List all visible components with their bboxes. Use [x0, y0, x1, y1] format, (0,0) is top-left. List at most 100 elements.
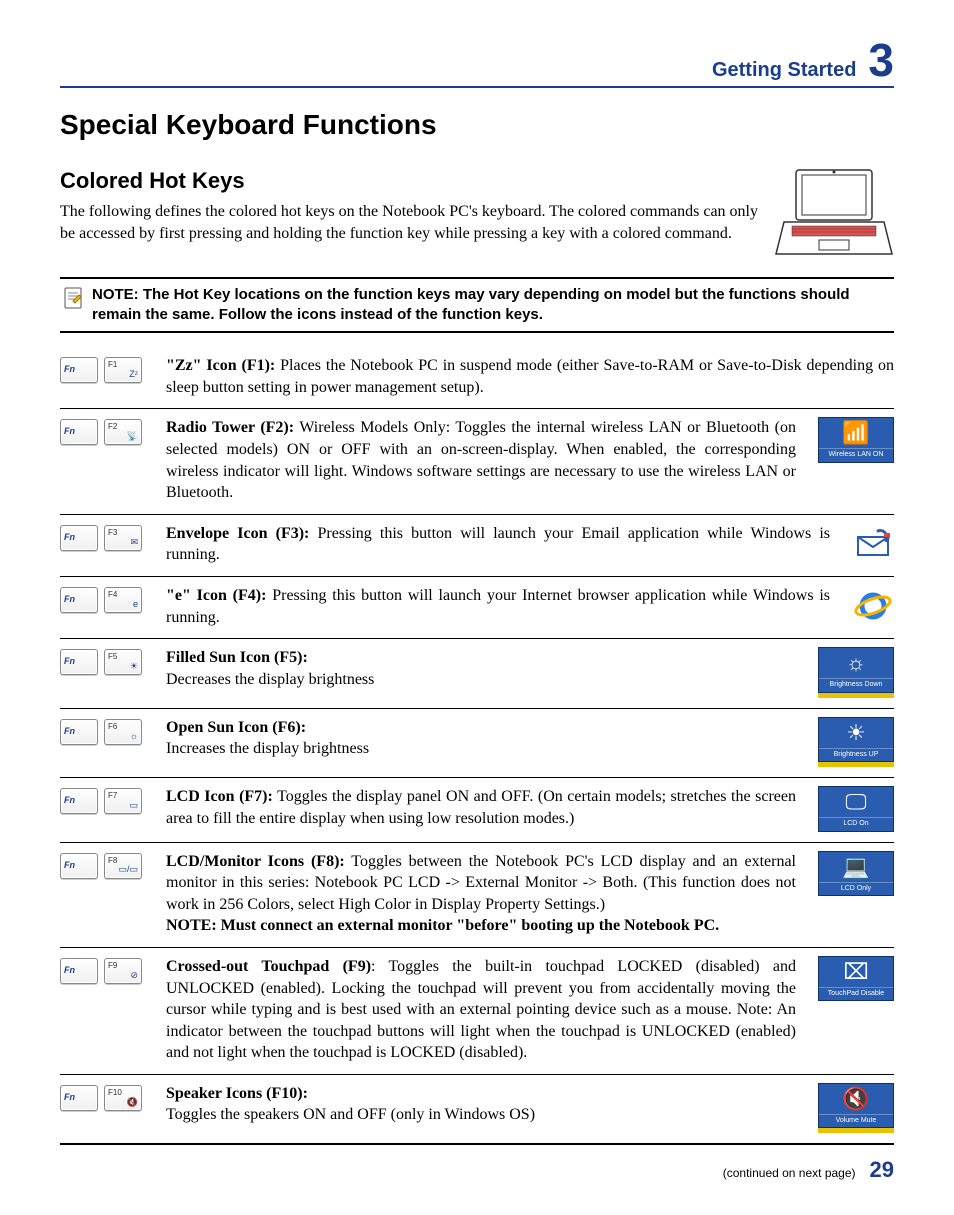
- hotkey-row: FnF9⊘ Crossed-out Touchpad (F9): Toggles …: [60, 948, 894, 1075]
- function-key-icon: F3✉: [104, 525, 142, 551]
- osd-progress-bar: [818, 762, 894, 767]
- function-key-icon: F1Zᶻ: [104, 357, 142, 383]
- osd-caption: TouchPad Disable: [819, 987, 893, 1000]
- function-key-icon: F8▭/▭: [104, 853, 142, 879]
- page-title: Special Keyboard Functions: [60, 106, 894, 144]
- section-title: Getting Started: [712, 57, 856, 84]
- hotkey-title: Envelope Icon (F3):: [166, 525, 309, 542]
- hotkey-title: "e" Icon (F4):: [166, 587, 266, 604]
- osd-caption: Wireless LAN ON: [819, 448, 893, 461]
- page-number: 29: [870, 1155, 894, 1185]
- fn-key-icon: Fn: [60, 788, 98, 814]
- osd-badge: 🔇Volume Mute: [818, 1083, 894, 1133]
- note-icon: [64, 287, 82, 309]
- continued-text: (continued on next page): [723, 1165, 856, 1181]
- hotkey-extra-note: NOTE: Must connect an external monitor "…: [166, 915, 796, 937]
- hotkey-title: LCD Icon (F7):: [166, 788, 273, 805]
- osd-badge: 🖵LCD On: [818, 786, 894, 831]
- osd-caption: LCD Only: [819, 882, 893, 895]
- note-box: NOTE: The Hot Key locations on the funct…: [60, 277, 894, 334]
- key-pair: FnF7▭: [60, 786, 152, 814]
- hotkey-row: FnF3✉ Envelope Icon (F3): Pressing this b…: [60, 515, 894, 577]
- hotkey-body: Decreases the display brightness: [166, 671, 374, 688]
- page-header: Getting Started 3: [60, 40, 894, 88]
- osd-glyph-icon: 💻: [819, 852, 893, 882]
- note-text: NOTE: The Hot Key locations on the funct…: [92, 285, 890, 326]
- fn-key-icon: Fn: [60, 357, 98, 383]
- osd-glyph-icon: 📶: [819, 418, 893, 448]
- key-pair: FnF1Zᶻ: [60, 355, 152, 383]
- key-pair: FnF4e: [60, 585, 152, 613]
- osd-caption: Volume Mute: [819, 1114, 893, 1127]
- page-footer: (continued on next page) 29: [60, 1155, 894, 1185]
- key-pair: FnF3✉: [60, 523, 152, 551]
- osd-glyph-icon: 🖵: [819, 787, 893, 817]
- hotkey-row: FnF2📡 Radio Tower (F2): Wireless Models O…: [60, 409, 894, 514]
- osd-badge: ☀Brightness UP: [818, 717, 894, 767]
- fn-key-icon: Fn: [60, 958, 98, 984]
- key-pair: FnF8▭/▭: [60, 851, 152, 879]
- hotkey-description: "Zz" Icon (F1): Places the Notebook PC i…: [166, 355, 894, 398]
- hotkey-body: Places the Notebook PC in suspend mode (…: [166, 357, 894, 396]
- osd-badge: 💻LCD Only: [818, 851, 894, 896]
- fn-key-icon: Fn: [60, 525, 98, 551]
- hotkey-description: LCD/Monitor Icons (F8): Toggles between …: [166, 851, 796, 937]
- hotkey-row: FnF1Zᶻ "Zz" Icon (F1): Places the Noteboo…: [60, 347, 894, 409]
- hotkey-description: Filled Sun Icon (F5): Decreases the disp…: [166, 647, 796, 690]
- key-pair: FnF2📡: [60, 417, 152, 445]
- function-key-icon: F7▭: [104, 788, 142, 814]
- hotkey-description: Envelope Icon (F3): Pressing this button…: [166, 523, 830, 566]
- fn-key-icon: Fn: [60, 853, 98, 879]
- hotkey-title: "Zz" Icon (F1):: [166, 357, 275, 374]
- laptop-illustration: [774, 166, 894, 261]
- hotkey-title: Crossed-out Touchpad (F9): [166, 958, 371, 975]
- hotkey-row: FnF10🔇 Speaker Icons (F10): Toggles the s…: [60, 1075, 894, 1145]
- key-pair: FnF9⊘: [60, 956, 152, 984]
- fn-key-icon: Fn: [60, 719, 98, 745]
- hotkey-body: Pressing this button will launch your In…: [166, 587, 830, 626]
- hotkey-row: FnF6☼ Open Sun Icon (F6): Increases the d…: [60, 709, 894, 778]
- fn-key-icon: Fn: [60, 649, 98, 675]
- hotkey-title: Radio Tower (F2):: [166, 419, 294, 436]
- hotkey-description: Radio Tower (F2): Wireless Models Only: …: [166, 417, 796, 503]
- osd-caption: Brightness UP: [819, 748, 893, 761]
- function-key-icon: F2📡: [104, 419, 142, 445]
- chapter-number: 3: [868, 40, 894, 81]
- hotkey-row: FnF7▭ LCD Icon (F7): Toggles the display …: [60, 778, 894, 842]
- hotkey-row: FnF8▭/▭ LCD/Monitor Icons (F8): Toggles b…: [60, 843, 894, 948]
- ie-app-icon: [852, 585, 894, 627]
- hotkey-body: Toggles the speakers ON and OFF (only in…: [166, 1106, 535, 1123]
- hotkey-title: LCD/Monitor Icons (F8):: [166, 853, 345, 870]
- hotkey-description: LCD Icon (F7): Toggles the display panel…: [166, 786, 796, 829]
- osd-glyph-icon: ☼: [819, 648, 893, 678]
- hotkey-description: Speaker Icons (F10): Toggles the speaker…: [166, 1083, 796, 1126]
- hotkey-title: Speaker Icons (F10):: [166, 1085, 308, 1102]
- osd-caption: Brightness Down: [819, 678, 893, 691]
- function-key-icon: F6☼: [104, 719, 142, 745]
- osd-badge: 📶Wireless LAN ON: [818, 417, 894, 462]
- hotkey-title: Open Sun Icon (F6):: [166, 719, 306, 736]
- fn-key-icon: Fn: [60, 419, 98, 445]
- hotkey-row: FnF5☀ Filled Sun Icon (F5): Decreases the…: [60, 639, 894, 708]
- key-pair: FnF5☀: [60, 647, 152, 675]
- osd-progress-bar: [818, 693, 894, 698]
- key-pair: FnF6☼: [60, 717, 152, 745]
- subsection-title: Colored Hot Keys: [60, 166, 758, 196]
- osd-caption: LCD On: [819, 817, 893, 830]
- email-app-icon: [852, 523, 894, 565]
- fn-key-icon: Fn: [60, 1085, 98, 1111]
- hotkey-description: Crossed-out Touchpad (F9): Toggles the b…: [166, 956, 796, 1064]
- osd-badge: ⌧TouchPad Disable: [818, 956, 894, 1001]
- osd-glyph-icon: ⌧: [819, 957, 893, 987]
- osd-glyph-icon: ☀: [819, 718, 893, 748]
- osd-badge: ☼Brightness Down: [818, 647, 894, 697]
- function-key-icon: F9⊘: [104, 958, 142, 984]
- hotkey-row: FnF4e "e" Icon (F4): Pressing this button…: [60, 577, 894, 639]
- function-key-icon: F4e: [104, 587, 142, 613]
- intro-paragraph: The following defines the colored hot ke…: [60, 201, 758, 244]
- hotkey-description: "e" Icon (F4): Pressing this button will…: [166, 585, 830, 628]
- function-key-icon: F10🔇: [104, 1085, 142, 1111]
- hotkey-description: Open Sun Icon (F6): Increases the displa…: [166, 717, 796, 760]
- hotkey-list: FnF1Zᶻ"Zz" Icon (F1): Places the Noteboo…: [60, 347, 894, 1145]
- osd-glyph-icon: 🔇: [819, 1084, 893, 1114]
